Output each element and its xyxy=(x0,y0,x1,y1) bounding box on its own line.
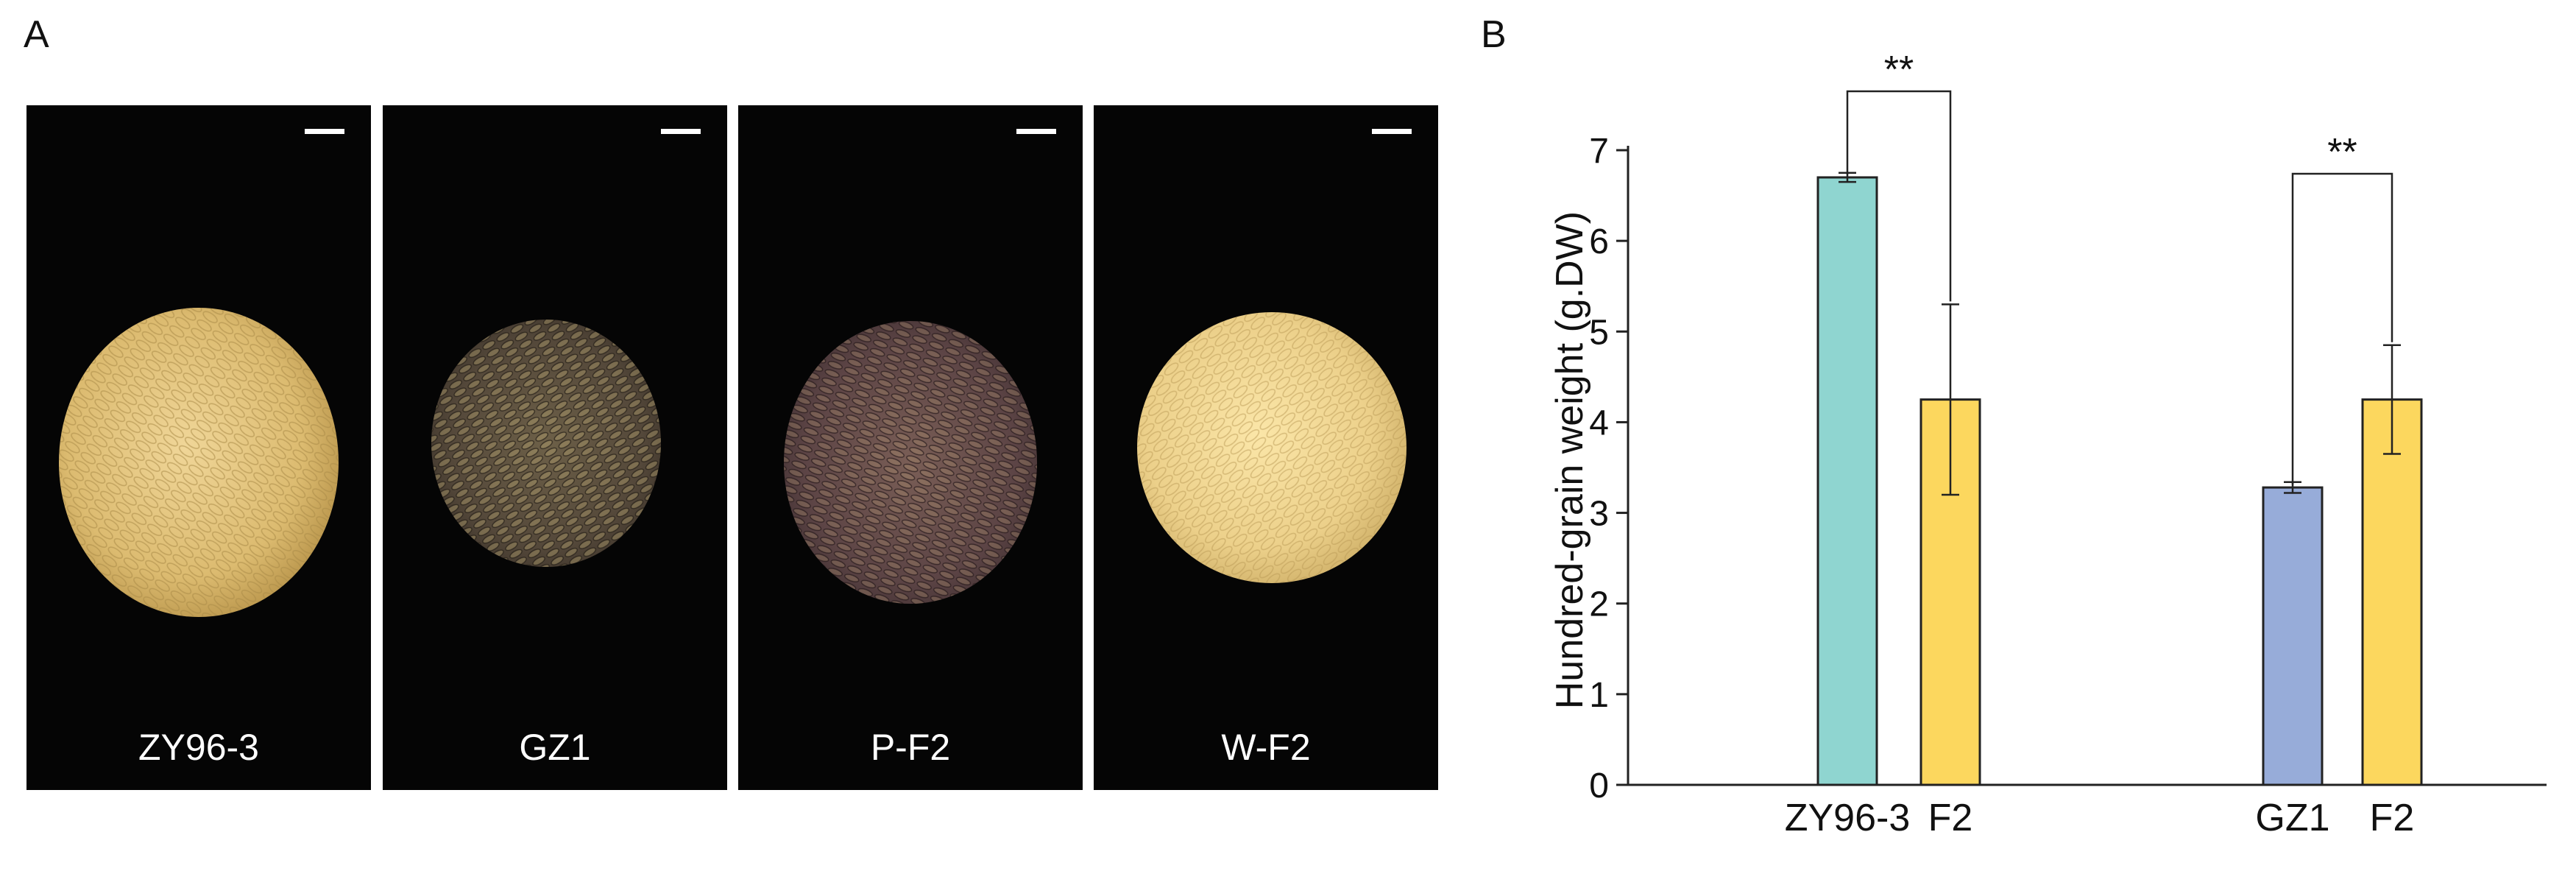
y-tick-label: 3 xyxy=(1589,495,1609,534)
scale-bar xyxy=(305,129,344,134)
photo-label: GZ1 xyxy=(519,727,590,768)
bar xyxy=(1816,176,1878,786)
significance-bracket xyxy=(1846,90,1952,302)
photo-label: P-F2 xyxy=(871,727,950,768)
bar-chart: 0 1 2 3 4 5 6 7 Hundred-grain weight (g.DW) ZY96-… xyxy=(1549,49,2547,839)
scale-bar xyxy=(1016,129,1056,134)
y-tick-label: 7 xyxy=(1589,132,1609,171)
y-tick-label: 1 xyxy=(1589,676,1609,715)
grain-texture xyxy=(431,320,661,567)
x-tick-label: F2 xyxy=(1928,797,1973,839)
grain-texture xyxy=(784,321,1037,604)
grain-texture xyxy=(1137,312,1406,583)
photo-label: W-F2 xyxy=(1221,727,1310,768)
significance-bracket xyxy=(2291,172,2393,485)
y-tick-label: 0 xyxy=(1589,766,1609,805)
bar xyxy=(2361,398,2423,786)
photo-gz1: GZ1 xyxy=(383,105,727,790)
scale-bar xyxy=(661,129,701,134)
panel-b-label: B xyxy=(1481,13,1507,56)
significance-label: ** xyxy=(1884,49,1914,91)
photo-zy96-3: ZY96-3 xyxy=(26,105,371,790)
significance-label: ** xyxy=(2327,131,2357,174)
photo-w-f2: W-F2 xyxy=(1094,105,1438,790)
photo-p-f2: P-F2 xyxy=(738,105,1083,790)
y-tick-label: 4 xyxy=(1589,403,1609,442)
y-tick-label: 5 xyxy=(1589,313,1609,352)
y-tick-label: 2 xyxy=(1589,585,1609,624)
scale-bar xyxy=(1372,129,1412,134)
bar xyxy=(2262,486,2324,786)
y-tick-label: 6 xyxy=(1589,222,1609,261)
x-tick-label: GZ1 xyxy=(2255,797,2329,839)
y-axis-title: Hundred-grain weight (g.DW) xyxy=(1549,211,1591,709)
grain-texture xyxy=(59,308,339,617)
photo-label: ZY96-3 xyxy=(138,727,259,768)
x-tick-label: ZY96-3 xyxy=(1785,797,1911,839)
x-tick-label: F2 xyxy=(2370,797,2415,839)
panel-a-label: A xyxy=(24,13,49,56)
